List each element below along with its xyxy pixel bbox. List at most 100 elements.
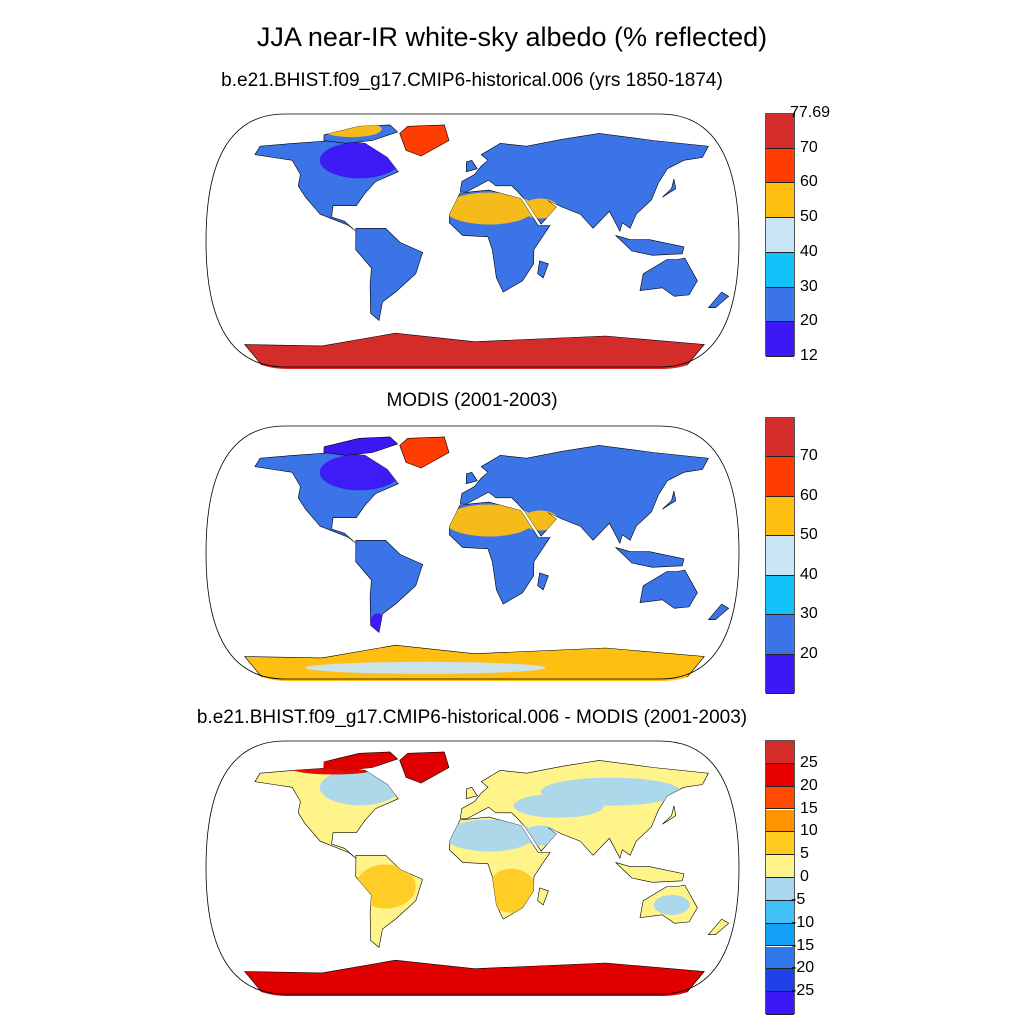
map-border [205,425,740,680]
antarctica-coast-region [305,661,546,674]
landmass-japan [662,805,677,825]
colorbar-label: 50 [800,208,818,226]
colorbar-swatch [766,114,794,149]
map-border [205,113,740,368]
colorbar-label: 10 [800,822,818,840]
colorbar-label: 77.69 [790,104,831,121]
colorbar-label: 30 [800,605,818,623]
landmass-japan [662,178,677,198]
colorbar-swatch [766,496,794,537]
landmass-indonesia [615,862,685,883]
landmass-indonesia [615,235,685,256]
colorbar-swatch [766,923,794,947]
colorbar-label: 5 [800,845,809,863]
canada-region [319,769,400,806]
landmass-eurasia [459,133,709,233]
landmass-uk [465,159,478,173]
panel-2-title: MODIS (2001-2003) [386,390,558,411]
landmass-nz [707,603,730,620]
colorbar-swatch [766,252,794,288]
colorbar-swatch [766,575,794,616]
landmass-indonesia [615,547,685,568]
colorbar-swatch [766,832,794,856]
colorbar-label: 40 [800,242,818,260]
landmass-greenland [399,751,450,784]
landmass-madagascar [537,887,549,906]
map-border [205,740,740,995]
landmass-nz [707,291,730,308]
landmass-australia [639,569,698,609]
panel-3-map [205,740,740,996]
arctic-canada-region [289,760,380,775]
australia-interior-region [653,894,690,915]
panel-2-colorbar [765,417,795,694]
colorbar-swatch [766,418,794,458]
colorbar-label: 60 [800,173,818,191]
colorbar-swatch [766,322,794,357]
landmass-antarctica [244,332,705,369]
sahara-region [444,192,535,225]
amazon-region [355,864,416,909]
southern-africa-region [486,868,537,913]
colorbar-swatch [766,878,794,901]
colorbar-swatch [766,218,794,253]
colorbar-swatch [766,946,794,970]
colorbar-label: -20 [791,959,815,977]
colorbar-label: -15 [791,936,815,954]
colorbar-label: 25 [800,753,818,771]
colorbar-swatch [766,855,794,878]
colorbar-label: -25 [791,982,815,1000]
colorbar-label: 20 [800,312,818,330]
panel-3-title: b.e21.BHIST.f09_g17.CMIP6-historical.006… [196,707,748,728]
colorbar-label: 70 [800,138,818,156]
colorbar-label: 15 [800,799,818,817]
colorbar-label: 60 [800,486,818,504]
sahara-region [444,504,535,537]
colorbar-label: 50 [800,526,818,544]
landmass-southamerica [355,228,423,321]
landmass-nz [707,918,730,935]
panel-1-map [205,113,740,369]
central-asia-region [513,793,604,818]
arctic-islands-region [321,124,382,138]
colorbar-swatch [766,536,794,576]
colorbar-label: 20 [800,644,818,662]
colorbar-swatch [766,654,794,694]
canada-region [319,142,400,179]
colorbar-label: 30 [800,277,818,295]
landmass-greenland [399,436,450,469]
colorbar-label: -5 [791,890,806,908]
colorbar-swatch [766,287,794,323]
colorbar-label: 20 [800,776,818,794]
colorbar-swatch [766,900,794,924]
colorbar-label: 0 [800,868,809,885]
landmass-antarctica [244,959,705,996]
canada-region [319,454,400,491]
landmass-eurasia [459,445,709,545]
landmass-greenland [399,124,450,157]
colorbar-swatch [766,786,794,810]
landmass-australia [639,257,698,297]
colorbar-label: 40 [800,565,818,583]
colorbar-swatch [766,969,794,993]
colorbar-swatch [766,148,794,184]
patagonia-region [369,613,386,638]
landmass-arcticisl [323,436,399,456]
landmass-southamerica [355,540,423,633]
landmass-uk [465,786,478,800]
colorbar-label: -10 [791,913,815,931]
arabia-region [522,198,559,219]
colorbar-swatch [766,615,794,655]
colorbar-swatch [766,183,794,219]
sahara-region [444,819,535,852]
colorbar-swatch [766,741,794,764]
landmass-madagascar [537,260,549,279]
colorbar-swatch [766,763,794,787]
panel-1-title: b.e21.BHIST.f09_g17.CMIP6-historical.006… [221,70,723,91]
arabia-region [522,825,559,846]
panel-1-colorbar [765,113,795,357]
colorbar-swatch [766,992,794,1015]
panel-2-map [205,425,740,681]
landmass-japan [662,490,677,510]
